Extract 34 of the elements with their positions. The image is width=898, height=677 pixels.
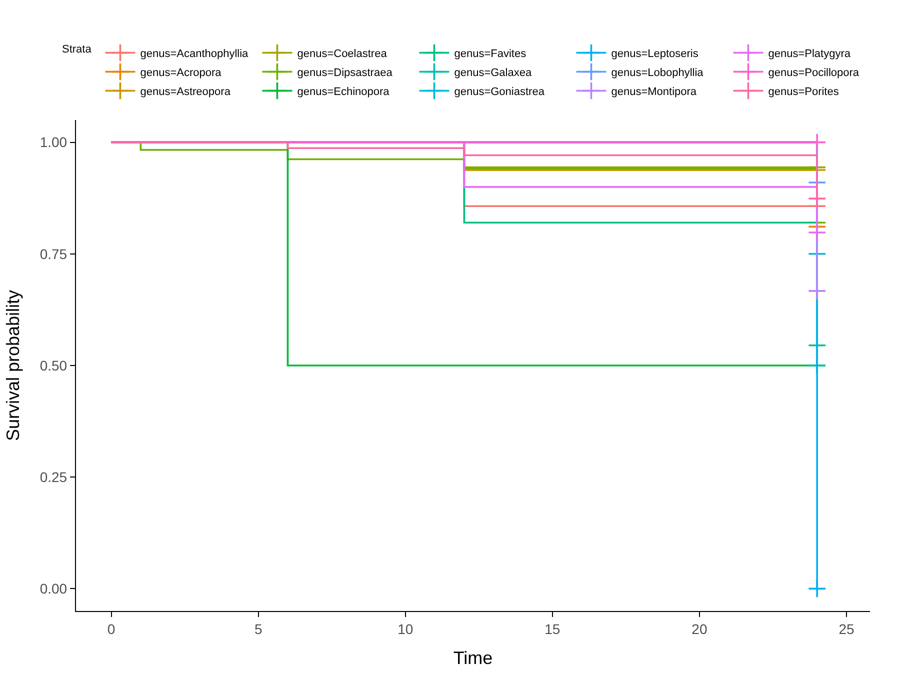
x-tick-label: 5 xyxy=(254,620,262,637)
y-tick-label: 0.75 xyxy=(40,246,68,262)
point xyxy=(808,133,826,152)
legend-label: genus=Echinopora xyxy=(297,86,390,98)
x-tick-label: 25 xyxy=(838,620,854,637)
x-tick-label: 10 xyxy=(398,620,414,637)
y-tick-label: 0.25 xyxy=(40,468,68,485)
legend-label: genus=Leptoseris xyxy=(611,48,699,60)
legend-title: Strata xyxy=(62,44,92,56)
y-tick-label: 0.50 xyxy=(40,357,68,374)
legend-label: genus=Coelastrea xyxy=(297,48,388,60)
y-tick-label: 0.00 xyxy=(40,580,68,597)
legend-label: genus=Galaxea xyxy=(454,67,532,80)
legend-label: genus=Goniastrea xyxy=(454,86,546,98)
legend-label: genus=Favites xyxy=(454,48,527,60)
x-tick-label: 15 xyxy=(544,620,560,637)
x-tick-label: 0 xyxy=(107,620,116,637)
point xyxy=(808,282,826,300)
y-axis-title: Survival probability xyxy=(3,290,24,442)
legend-label: genus=Acanthophyllia xyxy=(140,48,250,60)
y-tick-label: 1.00 xyxy=(40,134,68,150)
legend-label: genus=Lobophyllia xyxy=(611,67,704,80)
legend-label: genus=Platygyra xyxy=(768,48,852,60)
legend-label: genus=Porites xyxy=(768,86,840,98)
point xyxy=(808,579,826,598)
legend-label: genus=Dipsastraea xyxy=(297,67,394,80)
legend-label: genus=Astreopora xyxy=(140,86,232,98)
point xyxy=(808,223,826,242)
x-tick-label: 20 xyxy=(692,620,708,637)
legend-label: genus=Acropora xyxy=(140,67,222,80)
legend-label: genus=Montipora xyxy=(611,86,698,98)
legend-label: genus=Pocillopora xyxy=(768,67,860,80)
point xyxy=(808,189,826,208)
x-axis-title: Time xyxy=(453,648,493,668)
